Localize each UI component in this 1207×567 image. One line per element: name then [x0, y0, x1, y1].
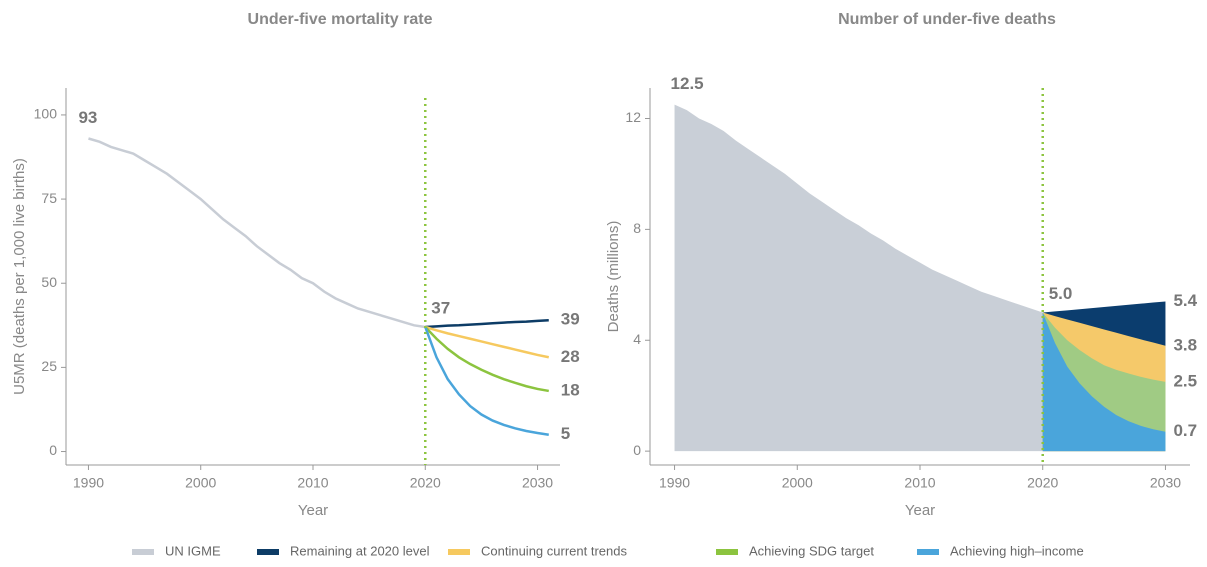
legend-label: Remaining at 2020 level — [290, 543, 430, 558]
legend-swatch — [132, 549, 154, 555]
x-tick-label: 2030 — [522, 475, 553, 491]
x-tick-label: 1990 — [73, 475, 104, 491]
data-label: 5.0 — [1049, 284, 1073, 303]
series-line — [424, 326, 549, 436]
legend-label: Achieving SDG target — [749, 543, 874, 558]
data-label: 0.7 — [1173, 421, 1197, 440]
x-tick-label: 2010 — [904, 475, 935, 491]
x-tick-label: 2000 — [782, 475, 813, 491]
x-tick-label: 2020 — [1027, 475, 1058, 491]
data-label: 39 — [561, 310, 580, 329]
y-tick-label: 8 — [633, 220, 641, 236]
y-tick-label: 12 — [625, 109, 641, 125]
y-tick-label: 100 — [34, 106, 58, 122]
chart-title: Number of under-five deaths — [838, 11, 1056, 28]
x-tick-label: 2020 — [410, 475, 441, 491]
data-label: 12.5 — [671, 74, 704, 93]
series-line — [424, 326, 549, 393]
y-axis-label: Deaths (millions) — [605, 221, 622, 333]
data-label: 18 — [561, 380, 580, 399]
y-tick-label: 0 — [633, 442, 641, 458]
legend-label: Achieving high–income — [950, 543, 1084, 558]
legend-swatch — [716, 549, 738, 555]
legend-swatch — [257, 549, 279, 555]
y-tick-label: 50 — [41, 274, 57, 290]
data-label: 5.4 — [1173, 291, 1197, 310]
series-line — [424, 325, 550, 359]
series-line — [88, 137, 426, 329]
y-tick-label: 75 — [41, 190, 57, 206]
data-label: 3.8 — [1173, 335, 1197, 354]
series-area — [674, 104, 1043, 452]
x-tick-label: 2000 — [185, 475, 216, 491]
legend-swatch — [917, 549, 939, 555]
y-axis-label: U5MR (deaths per 1,000 live births) — [11, 158, 28, 395]
chart-title: Under-five mortality rate — [248, 11, 433, 28]
x-tick-label: 2030 — [1150, 475, 1181, 491]
series-area — [1042, 312, 1166, 452]
x-tick-label: 1990 — [659, 475, 690, 491]
data-label: 2.5 — [1173, 371, 1197, 390]
legend-label: UN IGME — [165, 543, 221, 558]
data-label: 5 — [561, 424, 570, 443]
y-tick-label: 4 — [633, 331, 641, 347]
y-tick-label: 0 — [49, 442, 57, 458]
y-tick-label: 25 — [41, 358, 57, 374]
series-line — [425, 319, 549, 329]
legend-label: Continuing current trends — [481, 543, 627, 558]
x-tick-label: 2010 — [297, 475, 328, 491]
x-axis-label: Year — [298, 502, 328, 519]
data-label: 93 — [78, 108, 97, 127]
x-axis-label: Year — [905, 502, 935, 519]
data-label: 28 — [561, 347, 580, 366]
legend-swatch — [448, 549, 470, 555]
data-label: 37 — [431, 298, 450, 317]
